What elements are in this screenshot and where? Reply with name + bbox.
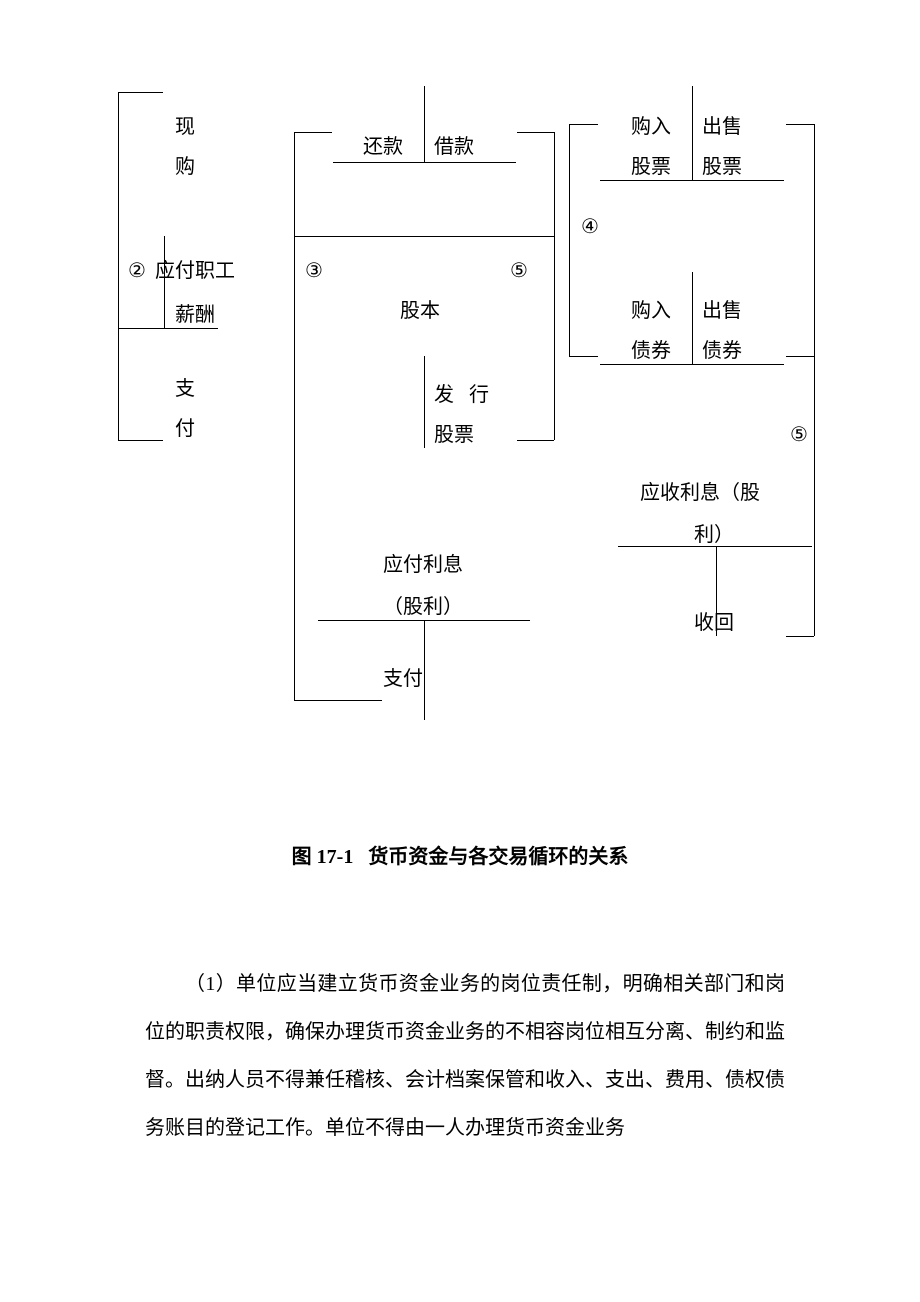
diagram-label: 利）: [694, 516, 734, 554]
diagram-line: [569, 124, 570, 356]
diagram-label: 收回: [694, 604, 734, 642]
diagram-line: [118, 328, 218, 329]
diagram-line: [600, 180, 784, 181]
diagram-line: [569, 124, 598, 125]
diagram-line: [786, 636, 814, 637]
diagram-line: [424, 620, 425, 720]
diagram-label: ⑤: [510, 252, 528, 290]
diagram-line: [786, 124, 814, 125]
diagram-line: [118, 440, 163, 441]
diagram-label: ③: [305, 252, 323, 290]
diagram-label: 发 行: [434, 376, 489, 414]
diagram-line: [318, 620, 530, 621]
diagram-label: 购入: [631, 292, 671, 330]
diagram-line: [294, 132, 332, 133]
diagram-line: [294, 132, 295, 700]
diagram-line: [569, 356, 598, 357]
diagram-line: [600, 364, 784, 365]
diagram-label: 出售: [702, 108, 742, 146]
diagram-label: 出售: [702, 292, 742, 330]
diagram-line: [424, 356, 425, 448]
diagram-line: [517, 132, 554, 133]
diagram-label: 应付职工: [155, 252, 235, 290]
t-accounts-diagram: 现购②应付职工薪酬支付还款借款③股本⑤发 行股票应付利息（股利）支付购入股票出售…: [0, 80, 920, 730]
diagram-label: 购入: [631, 108, 671, 146]
diagram-label: 借款: [434, 128, 474, 166]
diagram-label: 现: [175, 108, 195, 146]
diagram-label: 还款: [363, 128, 403, 166]
diagram-line: [118, 92, 163, 93]
diagram-label: ②: [128, 252, 146, 290]
diagram-line: [692, 272, 693, 364]
diagram-label: 应付利息: [383, 546, 463, 584]
diagram-line: [517, 440, 554, 441]
diagram-label: 应收利息（股: [640, 474, 760, 512]
diagram-label: 股票: [434, 416, 474, 454]
diagram-line: [554, 132, 555, 440]
diagram-label: 购: [175, 148, 195, 186]
diagram-line: [294, 700, 382, 701]
diagram-label: ④: [581, 208, 599, 246]
body-paragraph: （1）单位应当建立货币资金业务的岗位责任制，明确相关部门和岗位的职责权限，确保办…: [145, 960, 785, 1152]
diagram-line: [294, 236, 554, 237]
diagram-label: 付: [175, 410, 195, 448]
diagram-line: [814, 124, 815, 636]
diagram-line: [692, 86, 693, 180]
diagram-line: [716, 546, 717, 636]
diagram-line: [786, 356, 814, 357]
diagram-label: 股本: [400, 292, 440, 330]
diagram-line: [164, 236, 165, 328]
diagram-label: ⑤: [790, 416, 808, 454]
diagram-line: [618, 546, 812, 547]
diagram-line: [424, 86, 425, 162]
figure-caption: 图 17-1 货币资金与各交易循环的关系: [0, 840, 920, 869]
diagram-line: [118, 92, 119, 440]
diagram-label: 支: [175, 370, 195, 408]
diagram-line: [333, 162, 516, 163]
diagram-label: 支付: [383, 660, 423, 698]
